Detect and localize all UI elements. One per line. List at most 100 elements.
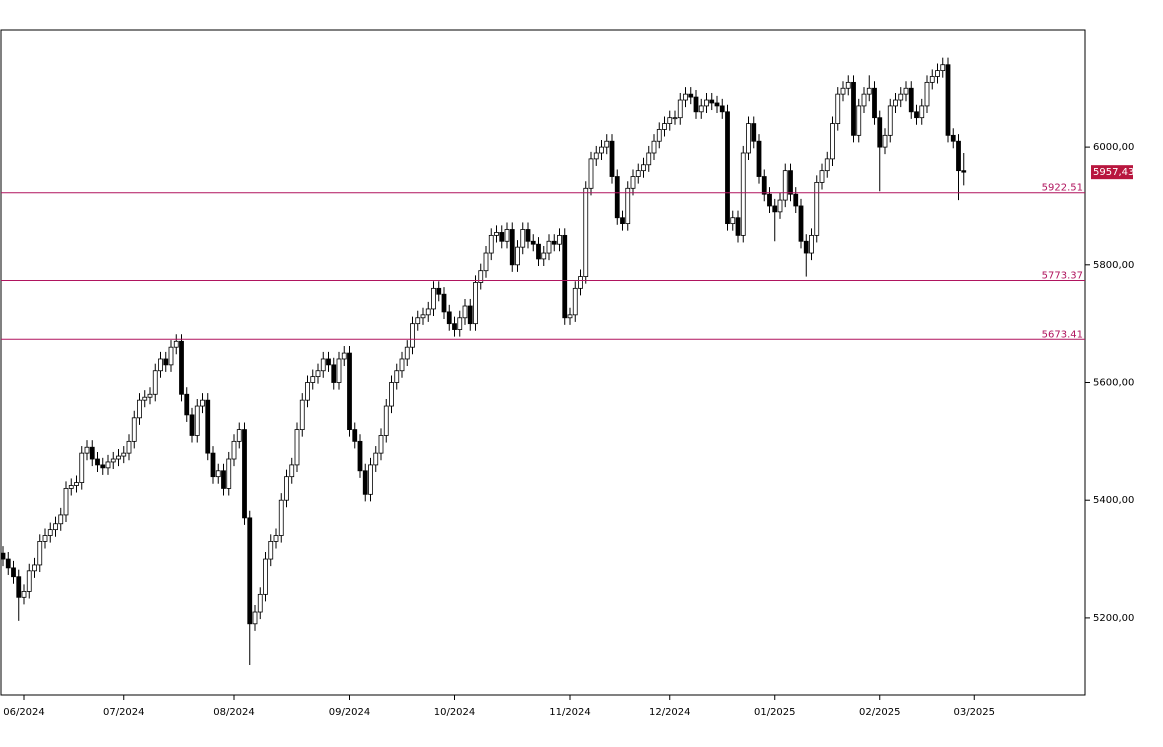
candle-body xyxy=(137,399,142,419)
candle-body xyxy=(893,99,898,107)
candle-body xyxy=(557,234,562,245)
candle-body xyxy=(95,458,100,466)
candle-body xyxy=(662,123,667,130)
candle-body xyxy=(824,158,830,172)
candle-body xyxy=(536,243,541,260)
candle-body xyxy=(310,376,316,383)
candle-body xyxy=(877,117,883,148)
candle-body xyxy=(635,170,641,177)
candle-body xyxy=(11,567,16,578)
candle-body xyxy=(641,164,646,172)
candle-body xyxy=(431,287,436,310)
candle-body xyxy=(320,358,326,372)
candle-body xyxy=(593,152,599,160)
candle-body xyxy=(483,252,489,272)
candle-body xyxy=(488,234,494,254)
candle-body xyxy=(257,593,263,613)
candle-body xyxy=(0,552,6,560)
x-tick-label: 08/2024 xyxy=(213,707,255,718)
candle-body xyxy=(856,105,862,136)
candle-body xyxy=(814,182,820,236)
candle-body xyxy=(252,611,258,625)
candle-body xyxy=(441,293,447,313)
candle-body xyxy=(688,93,694,98)
candle-body xyxy=(725,111,730,225)
candle-body xyxy=(326,358,331,366)
candle-body xyxy=(667,117,673,124)
candle-body xyxy=(509,229,515,266)
candle-body xyxy=(53,523,58,531)
candle-body xyxy=(830,123,835,160)
candle-body xyxy=(389,382,394,407)
candle-body xyxy=(898,93,904,101)
candle-body xyxy=(473,282,478,325)
candle-body xyxy=(336,358,342,383)
candle-body xyxy=(588,158,594,189)
candle-body xyxy=(599,146,604,154)
candle-body xyxy=(861,93,867,107)
candle-body xyxy=(945,64,951,136)
candle-body xyxy=(179,340,184,395)
candle-body xyxy=(341,352,347,360)
candle-body xyxy=(299,399,305,430)
candle-body xyxy=(504,229,510,242)
x-tick-label: 06/2024 xyxy=(3,707,45,718)
candle-body xyxy=(751,123,757,142)
candle-body xyxy=(530,240,536,245)
candle-body xyxy=(26,570,32,592)
candle-body xyxy=(184,393,190,416)
candle-body xyxy=(116,455,121,460)
candle-body xyxy=(672,117,678,120)
candle-body xyxy=(583,187,589,277)
candle-body xyxy=(163,358,169,366)
x-tick-label: 07/2024 xyxy=(103,707,145,718)
x-tick-label: 02/2025 xyxy=(859,707,901,718)
y-tick-label: 6000,00 xyxy=(1093,142,1134,153)
candle-body xyxy=(924,81,930,107)
candle-body xyxy=(515,246,520,266)
candle-body xyxy=(462,305,468,319)
candle-body xyxy=(761,176,767,195)
candle-body xyxy=(147,393,153,398)
candle-body xyxy=(798,205,804,242)
candle-body xyxy=(289,464,295,478)
candle-body xyxy=(242,429,247,519)
candle-body xyxy=(704,99,709,107)
candle-body xyxy=(263,558,268,595)
candle-body xyxy=(950,134,956,142)
candle-body xyxy=(42,535,48,542)
candle-body xyxy=(908,87,914,113)
candle-body xyxy=(457,317,463,330)
last-price-label: 5957,43 xyxy=(1093,167,1134,178)
candle-body xyxy=(273,535,279,542)
candle-body xyxy=(362,470,368,495)
candle-body xyxy=(809,234,814,254)
candle-body xyxy=(572,287,578,316)
candle-body xyxy=(651,140,657,154)
candle-body xyxy=(404,346,410,360)
candle-body xyxy=(58,514,64,525)
candle-body xyxy=(105,461,111,469)
candle-body xyxy=(215,470,221,478)
candle-body xyxy=(646,152,652,166)
candle-body xyxy=(819,170,825,183)
candle-body xyxy=(126,440,132,454)
candle-body xyxy=(221,470,226,489)
candle-body xyxy=(247,517,253,625)
candle-body xyxy=(772,205,778,213)
candle-body xyxy=(305,382,310,401)
candle-body xyxy=(74,482,79,486)
candle-body xyxy=(914,111,919,119)
candle-body xyxy=(719,105,725,113)
candle-body xyxy=(446,311,452,325)
candle-body xyxy=(452,323,457,330)
candle-body xyxy=(131,417,137,442)
candle-body xyxy=(693,96,699,113)
candle-body xyxy=(79,452,85,483)
candle-body xyxy=(714,102,720,107)
candle-body xyxy=(373,452,379,466)
candle-body xyxy=(231,440,237,460)
candle-body xyxy=(851,81,856,136)
candle-body xyxy=(887,105,893,136)
x-tick-label: 01/2025 xyxy=(754,707,796,718)
